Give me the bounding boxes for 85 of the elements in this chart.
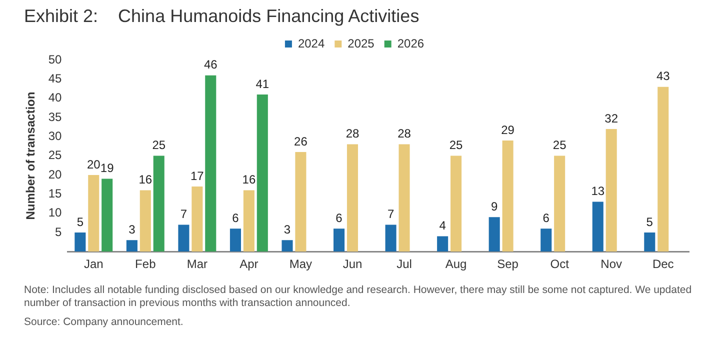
bar — [192, 186, 203, 252]
x-tick-label: Jul — [396, 257, 412, 272]
data-label: 20 — [86, 157, 101, 172]
bar — [334, 228, 345, 252]
bar — [205, 75, 216, 252]
data-label: 28 — [346, 126, 360, 141]
x-tick-label: Aug — [445, 257, 467, 272]
bar — [606, 128, 617, 252]
x-tick-label: Mar — [186, 257, 208, 272]
text: Note: Includes all notable funding disclosed based on our knowledge and research. However, there may still be some not captured. We updated number of transaction in previous months with transaction announced. — [24, 284, 693, 310]
y-tick-label: 30 — [48, 128, 62, 143]
bar — [592, 202, 604, 252]
data-label: 19 — [100, 161, 114, 176]
data-label: 16 — [242, 172, 256, 187]
data-label: 7 — [180, 207, 188, 222]
bar — [398, 144, 410, 252]
bar — [74, 232, 86, 252]
y-tick-label: 45 — [48, 71, 62, 86]
data-label: 7 — [387, 207, 394, 222]
bar — [658, 86, 669, 252]
bar — [88, 174, 100, 252]
y-tick-label: 40 — [48, 90, 62, 105]
data-label: 4 — [439, 218, 446, 233]
data-label: 6 — [232, 210, 240, 225]
y-axis-title: Number of transaction — [24, 92, 38, 220]
bar — [450, 156, 462, 252]
y-tick-label: 5 — [55, 224, 62, 239]
data-label: 46 — [204, 58, 218, 72]
data-label: 6 — [542, 210, 550, 225]
bar — [385, 224, 396, 252]
bar — [554, 156, 566, 252]
data-label: 6 — [336, 210, 343, 225]
x-tick-label: Jun — [342, 257, 362, 272]
bar — [502, 140, 514, 252]
bar — [437, 236, 448, 252]
bar — [178, 224, 190, 252]
data-label: 43 — [656, 69, 670, 84]
bar — [256, 94, 268, 252]
data-label: 3 — [284, 222, 291, 236]
x-tick-label: Feb — [135, 257, 156, 272]
bar — [644, 232, 656, 252]
x-tick-label: Oct — [550, 257, 570, 272]
bar — [540, 228, 552, 252]
bar — [102, 178, 113, 252]
data-label: 9 — [490, 199, 498, 214]
bar — [153, 156, 164, 252]
chart-title: Exhibit 2: China Humanoids Financing Activities — [24, 6, 420, 27]
data-label: 26 — [294, 134, 308, 148]
data-label: 28 — [398, 126, 412, 141]
x-tick-label: Nov — [600, 257, 622, 272]
bar — [346, 144, 358, 252]
data-label: 5 — [646, 214, 654, 229]
y-tick-label: 35 — [48, 110, 62, 124]
y-tick-label: 50 — [48, 52, 62, 66]
x-tick-label: Apr — [240, 257, 258, 272]
data-label: 41 — [256, 76, 270, 91]
data-label: 17 — [190, 168, 204, 183]
data-label: 5 — [76, 214, 84, 229]
bar — [243, 190, 254, 252]
legend-label: 2025 — [348, 36, 375, 50]
data-label: 25 — [552, 138, 567, 152]
bar — [126, 240, 138, 252]
data-label: 3 — [128, 222, 136, 236]
bar — [295, 152, 306, 252]
x-tick-label: Sep — [497, 257, 519, 272]
source-note: Source: Company announcement. — [24, 316, 184, 329]
y-tick-label: 20 — [48, 167, 62, 182]
bar — [140, 190, 151, 252]
data-label: 25 — [152, 138, 166, 152]
bar — [230, 228, 242, 252]
x-tick-label: May — [289, 257, 312, 272]
data-label: 32 — [604, 111, 618, 126]
x-tick-label: Dec — [652, 257, 674, 272]
data-label: 25 — [449, 138, 464, 152]
y-tick-label: 15 — [48, 186, 62, 200]
bar — [488, 217, 500, 252]
data-label: 16 — [138, 172, 152, 187]
y-tick-label: 10 — [48, 206, 62, 220]
legend-label: 2026 — [397, 36, 424, 50]
y-tick-label: 25 — [48, 148, 62, 162]
data-label: 13 — [591, 184, 605, 198]
data-label: 29 — [501, 122, 515, 137]
bar — [282, 240, 293, 252]
legend-label: 2024 — [298, 36, 325, 50]
x-tick-label: Jan — [84, 257, 104, 272]
